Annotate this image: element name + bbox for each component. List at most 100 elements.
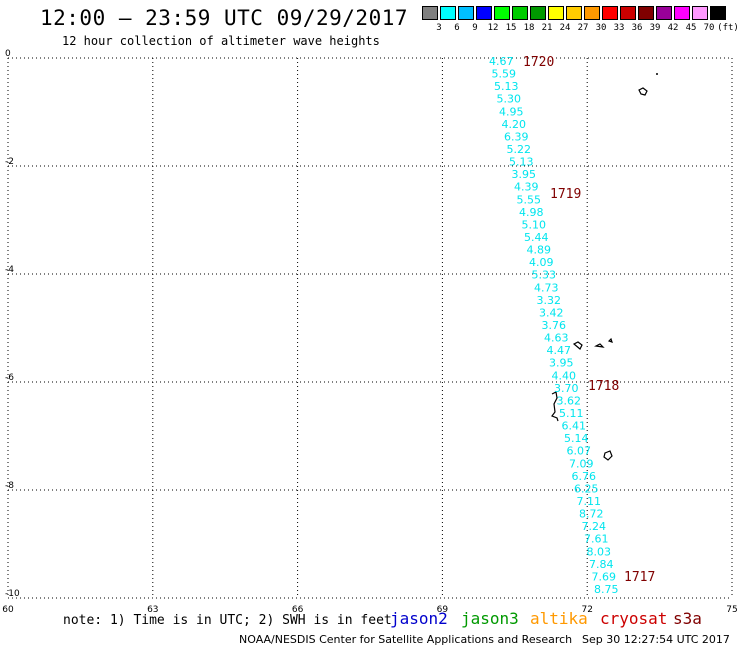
wave-height-label: 8.03 — [587, 545, 612, 558]
units-note: note: 1) Time is in UTC; 2) SWH is in fe… — [63, 613, 392, 628]
wave-height-label: 4.67 — [489, 55, 514, 68]
scale-label: 45 — [685, 23, 697, 33]
wave-height-label: 5.55 — [517, 193, 542, 206]
lat-tick-label: -6 — [5, 373, 14, 383]
wave-height-label: 4.09 — [529, 256, 554, 269]
wave-height-label: 5.59 — [492, 68, 517, 81]
wave-height-label: 3.62 — [557, 394, 582, 407]
wave-height-label: 5.10 — [522, 218, 547, 231]
wave-height-label: 4.89 — [527, 244, 552, 257]
scale-swatch — [476, 6, 492, 20]
mission-cryosat: cryosat — [600, 609, 668, 628]
wave-height-label: 4.39 — [514, 181, 539, 194]
wave-height-label: 5.44 — [524, 231, 549, 244]
wave-height-label: 7.11 — [577, 495, 602, 508]
wave-height-label: 4.63 — [544, 332, 569, 345]
wave-height-label: 4.95 — [499, 105, 524, 118]
wave-height-label: 7.61 — [584, 533, 609, 546]
time-mark: 1718 — [588, 379, 619, 394]
scale-swatch — [638, 6, 654, 20]
scale-label: 21 — [541, 23, 553, 33]
wave-height-label: 3.95 — [512, 168, 537, 181]
wave-height-label: 7.24 — [582, 520, 607, 533]
lon-tick-label: 63 — [147, 605, 158, 615]
scale-swatch — [494, 6, 510, 20]
wave-height-label: 7.84 — [589, 558, 614, 571]
wave-height-label: 8.75 — [594, 583, 619, 596]
scale-label: 27 — [577, 23, 589, 33]
map-subtitle: 12 hour collection of altimeter wave hei… — [62, 34, 380, 48]
wave-height-label: 4.47 — [547, 344, 572, 357]
wave-height-label: 6.25 — [574, 482, 599, 495]
lat-tick-label: -4 — [5, 265, 14, 275]
scale-swatch — [422, 6, 438, 20]
lat-tick-label: -2 — [5, 157, 14, 167]
scale-swatch — [440, 6, 456, 20]
map-title: 12:00 – 23:59 UTC 09/29/2017 — [40, 6, 409, 30]
wave-height-label: 5.33 — [532, 269, 557, 282]
map-grid: 0 -2 -4 -6 -8 -10 60 63 66 69 72 75 — [2, 49, 737, 615]
scale-swatch — [710, 6, 726, 20]
scale-label: 3 — [436, 23, 442, 33]
island — [603, 450, 613, 461]
scale-swatch — [530, 6, 546, 20]
wave-height-label: 3.76 — [542, 319, 567, 332]
wave-height-label: 5.30 — [497, 93, 522, 106]
scale-swatch — [458, 6, 474, 20]
wave-height-label: 5.22 — [507, 143, 532, 156]
lat-tick-label: -10 — [5, 589, 20, 599]
footer-timestamp: Sep 30 12:27:54 UTC 2017 — [582, 633, 730, 646]
wave-height-label: 3.95 — [549, 357, 574, 370]
time-mark: 1717 — [624, 570, 655, 585]
mission-jason2: jason2 — [390, 609, 448, 628]
scale-label: 39 — [649, 23, 661, 33]
wave-height-label: 4.40 — [552, 369, 577, 382]
time-mark: 1719 — [550, 187, 581, 202]
wave-height-label: 5.14 — [564, 432, 589, 445]
wave-height-label: 4.98 — [519, 206, 544, 219]
footer-credit: NOAA/NESDIS Center for Satellite Applica… — [239, 633, 573, 646]
lon-tick-label: 60 — [2, 605, 14, 615]
mission-s3a: s3a — [673, 609, 702, 628]
scale-label: 6 — [454, 23, 460, 33]
scale-label: 18 — [523, 23, 535, 33]
island-outlines — [551, 73, 658, 461]
scale-label: 33 — [613, 23, 625, 33]
wave-height-label: 4.73 — [534, 281, 559, 294]
wave-height-label: 6.07 — [567, 445, 592, 458]
lon-tick-label: 69 — [437, 605, 449, 615]
island — [656, 73, 658, 75]
scale-label: 42 — [667, 23, 679, 33]
wave-height-label: 3.42 — [539, 306, 564, 319]
scale-swatch — [692, 6, 708, 20]
scale-swatch — [584, 6, 600, 20]
lat-tick-label: -8 — [5, 481, 14, 491]
time-marks: 1720 1719 1718 1717 — [523, 55, 655, 585]
scale-swatch — [548, 6, 564, 20]
wave-height-label: 8.72 — [579, 508, 604, 521]
island — [638, 87, 648, 96]
mission-jason3: jason3 — [461, 609, 519, 628]
wave-height-label: 5.11 — [559, 407, 584, 420]
scale-swatch — [674, 6, 690, 20]
lon-tick-label: 72 — [581, 605, 592, 615]
lon-tick-label: 66 — [292, 605, 304, 615]
lat-tick-label: 0 — [5, 49, 11, 59]
scale-swatch — [620, 6, 636, 20]
island — [551, 391, 559, 422]
wave-height-label: 6.76 — [572, 470, 597, 483]
wave-height-label: 3.70 — [554, 382, 579, 395]
scale-unit: (ft) — [717, 23, 739, 33]
scale-label: 15 — [505, 23, 517, 33]
altimeter-track: 4.675.595.135.304.954.206.395.225.133.95… — [489, 55, 619, 596]
mission-altika: altika — [530, 609, 588, 628]
wave-height-label: 5.13 — [509, 156, 534, 169]
scale-swatch — [512, 6, 528, 20]
scale-label: 24 — [559, 23, 571, 33]
scale-swatch — [602, 6, 618, 20]
lon-tick-label: 75 — [726, 605, 737, 615]
scale-label: 70 — [703, 23, 715, 33]
wave-height-label: 5.13 — [494, 80, 519, 93]
wave-height-label: 4.20 — [502, 118, 527, 131]
